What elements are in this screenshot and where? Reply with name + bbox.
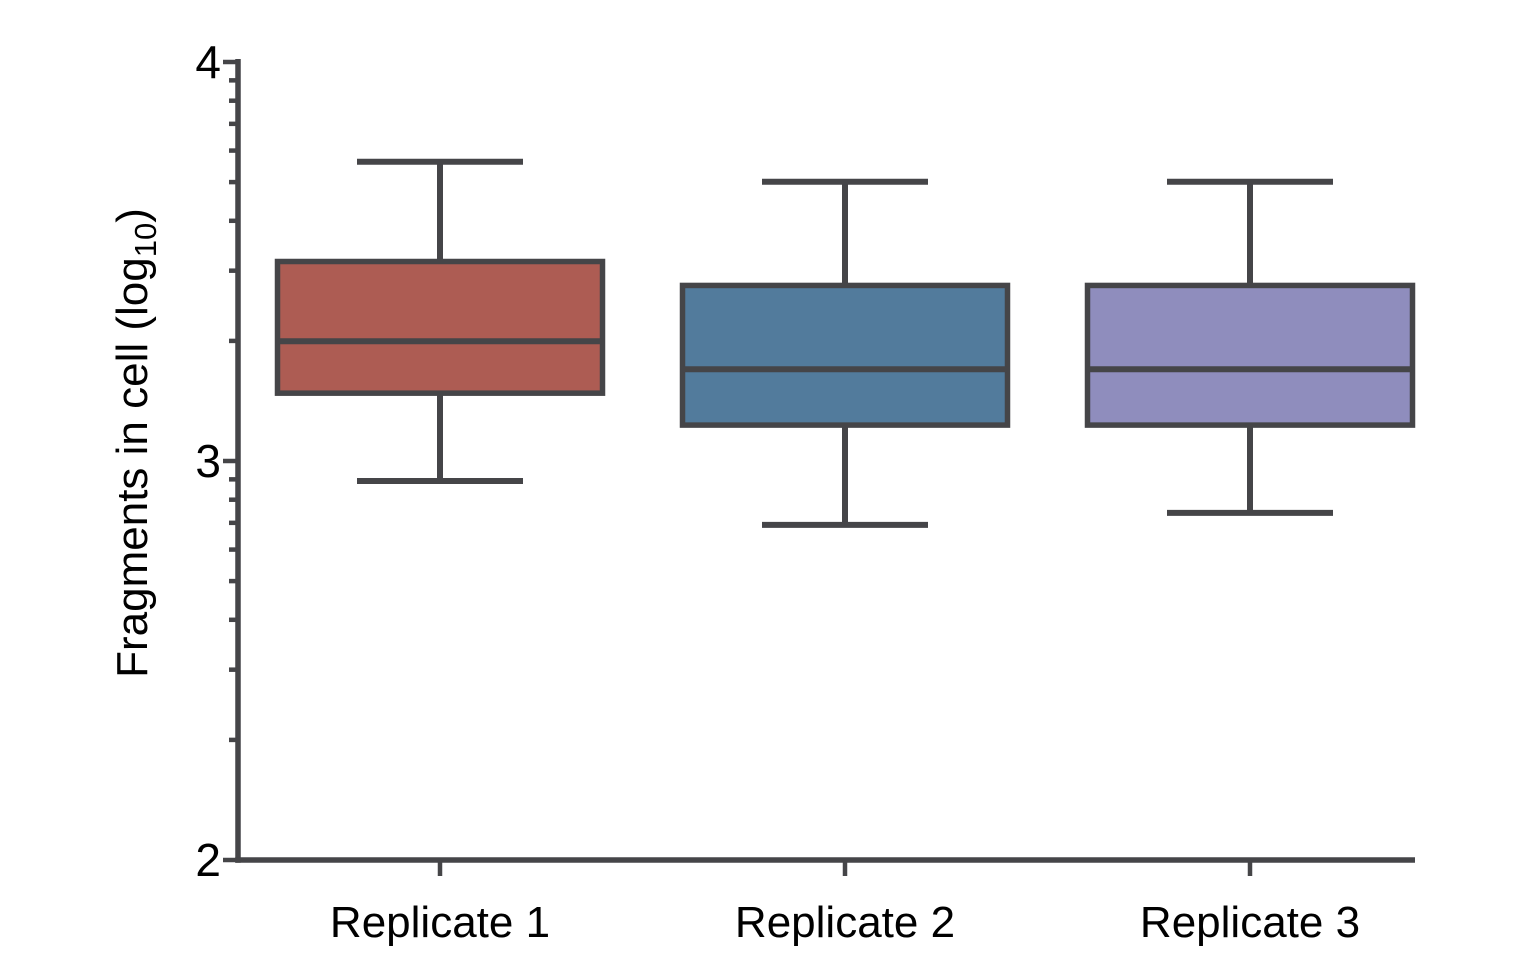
boxes-group xyxy=(274,158,1416,528)
x-category-label-replicate-2: Replicate 2 xyxy=(735,898,955,947)
labels-group: 4 3 2 Replicate 1 Replicate 2 Replicate 3 Frag… xyxy=(108,36,1360,947)
y-tick-label-3: 3 xyxy=(195,435,221,487)
box-replicate-1 xyxy=(274,258,606,396)
box-replicate-2 xyxy=(679,282,1011,428)
axes-group xyxy=(223,59,1415,876)
x-category-label-replicate-3: Replicate 3 xyxy=(1140,898,1360,947)
y-tick-label-2: 2 xyxy=(195,834,221,886)
box-replicate-3 xyxy=(1084,282,1416,428)
y-tick-label-4: 4 xyxy=(195,36,221,88)
x-category-label-replicate-1: Replicate 1 xyxy=(330,898,550,947)
y-axis-title: Fragments in cell (log10) xyxy=(108,208,163,678)
